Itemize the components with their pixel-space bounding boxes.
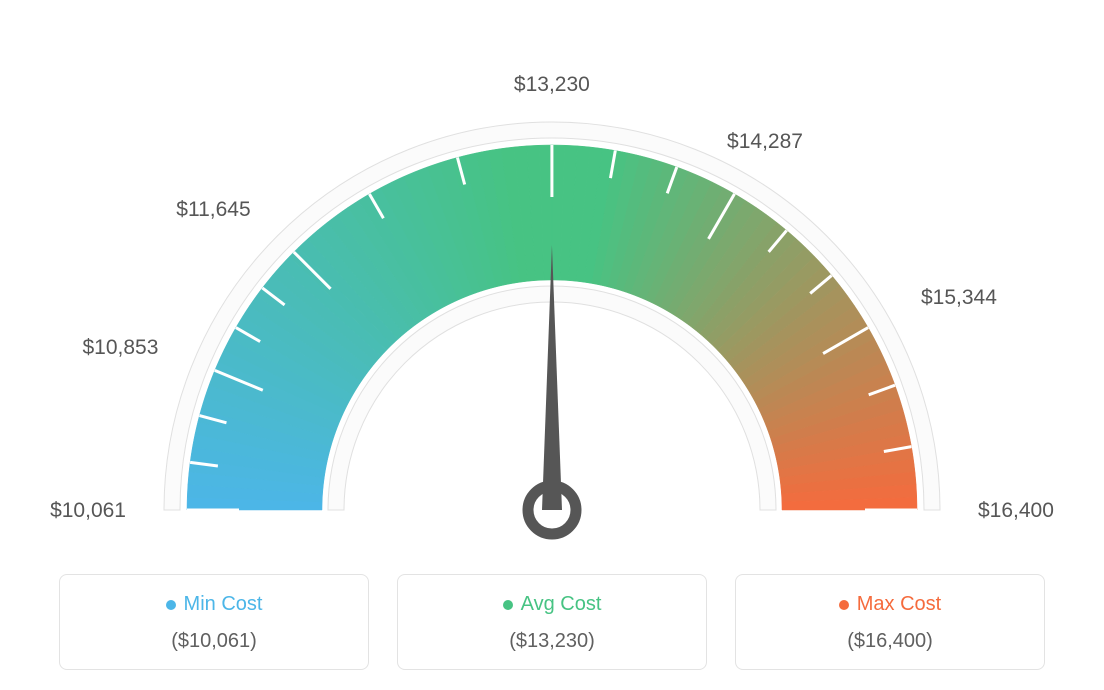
legend-max-label: Max Cost — [857, 593, 941, 616]
svg-text:$13,230: $13,230 — [514, 73, 590, 96]
legend-row: Min Cost ($10,061) Avg Cost ($13,230) Ma… — [0, 574, 1104, 670]
legend-min-box: Min Cost ($10,061) — [59, 574, 369, 670]
avg-dot — [503, 600, 513, 610]
legend-max-value: ($16,400) — [847, 630, 933, 653]
svg-text:$14,287: $14,287 — [727, 130, 803, 153]
svg-text:$11,645: $11,645 — [176, 198, 250, 221]
svg-text:$10,853: $10,853 — [82, 336, 158, 359]
svg-text:$10,061: $10,061 — [50, 499, 126, 522]
svg-text:$15,344: $15,344 — [921, 286, 997, 309]
legend-max-title: Max Cost — [839, 593, 941, 616]
min-dot — [166, 600, 176, 610]
legend-min-label: Min Cost — [184, 593, 263, 616]
legend-avg-title: Avg Cost — [503, 593, 602, 616]
gauge-chart-container: $10,061 $10,853 $11,645 $13,230 $14,287 $15,3… — [0, 0, 1104, 690]
legend-max-box: Max Cost ($16,400) — [735, 574, 1045, 670]
gauge-svg: $10,061 $10,853 $11,645 $13,230 $14,287 $15,3… — [0, 0, 1104, 555]
gauge-area: $10,061 $10,853 $11,645 $13,230 $14,287 $15,3… — [0, 0, 1104, 555]
legend-min-title: Min Cost — [166, 593, 263, 616]
legend-avg-box: Avg Cost ($13,230) — [397, 574, 707, 670]
legend-min-value: ($10,061) — [171, 630, 257, 653]
max-dot — [839, 600, 849, 610]
legend-avg-label: Avg Cost — [521, 593, 602, 616]
svg-text:$16,400: $16,400 — [978, 499, 1054, 522]
legend-avg-value: ($13,230) — [509, 630, 595, 653]
